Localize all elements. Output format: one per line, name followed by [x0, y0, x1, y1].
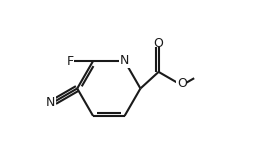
Text: N: N [46, 96, 55, 109]
Text: O: O [154, 37, 164, 50]
Text: N: N [120, 54, 129, 67]
Text: O: O [177, 77, 187, 90]
Text: F: F [67, 55, 74, 68]
